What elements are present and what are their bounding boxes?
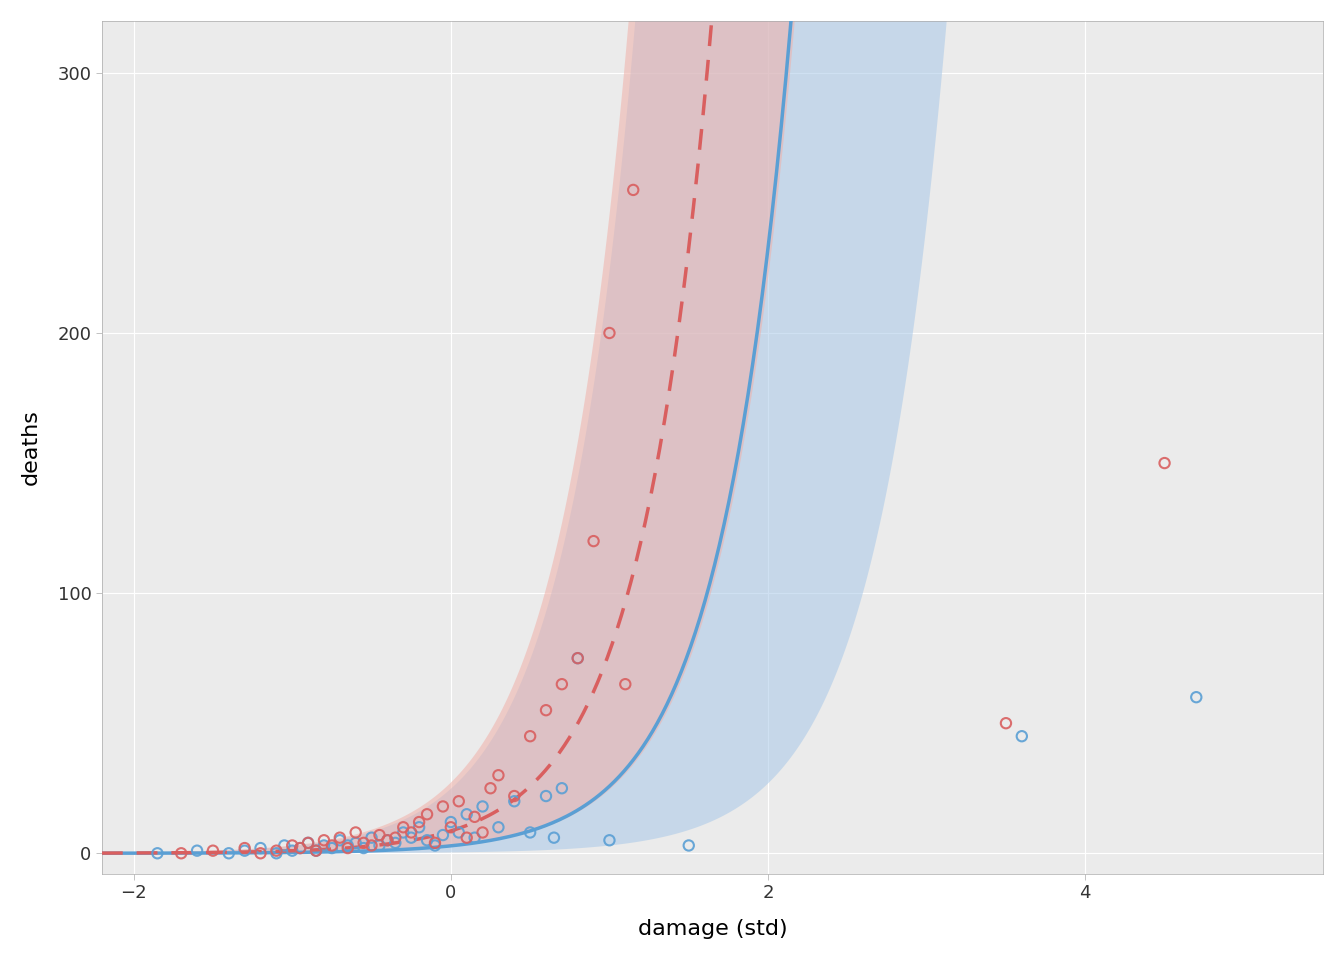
- Point: [329, 830, 351, 846]
- Point: [289, 840, 310, 855]
- Point: [281, 843, 302, 858]
- Point: [417, 806, 438, 822]
- Point: [464, 830, 485, 846]
- Point: [297, 835, 319, 851]
- Point: [234, 840, 255, 855]
- Point: [448, 825, 469, 840]
- Point: [281, 838, 302, 853]
- Point: [266, 843, 288, 858]
- Point: [598, 832, 620, 848]
- Point: [187, 843, 208, 858]
- Point: [289, 840, 310, 855]
- Point: [488, 768, 509, 783]
- Point: [401, 830, 422, 846]
- Point: [368, 828, 390, 843]
- Point: [313, 838, 335, 853]
- Point: [535, 703, 556, 718]
- Point: [250, 840, 271, 855]
- Point: [488, 820, 509, 835]
- Point: [345, 825, 367, 840]
- Point: [535, 788, 556, 804]
- Point: [519, 825, 540, 840]
- Point: [464, 809, 485, 825]
- Point: [368, 838, 390, 853]
- Y-axis label: deaths: deaths: [22, 410, 40, 486]
- Point: [171, 846, 192, 861]
- Point: [551, 780, 573, 796]
- Point: [305, 843, 327, 858]
- Point: [598, 325, 620, 341]
- Point: [218, 846, 239, 861]
- Point: [384, 835, 406, 851]
- Point: [439, 820, 461, 835]
- Point: [146, 846, 168, 861]
- Point: [384, 830, 406, 846]
- Point: [543, 830, 564, 846]
- X-axis label: damage (std): damage (std): [638, 919, 788, 939]
- Point: [376, 832, 398, 848]
- Point: [439, 814, 461, 829]
- Point: [250, 846, 271, 861]
- Point: [1185, 689, 1207, 705]
- Point: [360, 830, 382, 846]
- Point: [345, 835, 367, 851]
- Point: [456, 830, 477, 846]
- Point: [433, 828, 454, 843]
- Point: [321, 840, 343, 855]
- Point: [202, 843, 223, 858]
- Point: [472, 825, 493, 840]
- Point: [504, 794, 526, 809]
- Point: [305, 843, 327, 858]
- Point: [504, 788, 526, 804]
- Point: [567, 651, 589, 666]
- Point: [353, 835, 375, 851]
- Point: [329, 832, 351, 848]
- Point: [297, 835, 319, 851]
- Point: [392, 825, 414, 840]
- Point: [448, 794, 469, 809]
- Point: [266, 846, 288, 861]
- Point: [1153, 455, 1175, 470]
- Point: [433, 799, 454, 814]
- Point: [622, 182, 644, 198]
- Point: [392, 820, 414, 835]
- Point: [519, 729, 540, 744]
- Point: [234, 843, 255, 858]
- Point: [409, 820, 430, 835]
- Point: [456, 806, 477, 822]
- Point: [313, 832, 335, 848]
- Point: [376, 832, 398, 848]
- Point: [425, 835, 446, 851]
- Point: [337, 838, 359, 853]
- Point: [480, 780, 501, 796]
- Point: [583, 534, 605, 549]
- Point: [353, 840, 375, 855]
- Point: [321, 838, 343, 853]
- Point: [425, 838, 446, 853]
- Point: [677, 838, 699, 853]
- Point: [551, 677, 573, 692]
- Point: [567, 651, 589, 666]
- Point: [409, 814, 430, 829]
- Point: [472, 799, 493, 814]
- Point: [360, 838, 382, 853]
- Point: [1011, 729, 1032, 744]
- Point: [337, 840, 359, 855]
- Point: [614, 677, 636, 692]
- Point: [274, 838, 296, 853]
- Point: [417, 832, 438, 848]
- Point: [995, 715, 1016, 731]
- Point: [401, 825, 422, 840]
